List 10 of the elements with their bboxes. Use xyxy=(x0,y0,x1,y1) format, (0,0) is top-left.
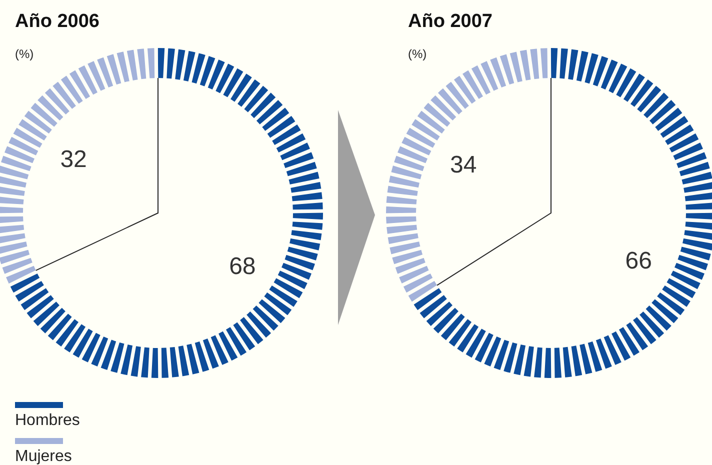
chart-title: Año 2007 xyxy=(408,11,492,32)
chart-title: Año 2006 xyxy=(15,11,100,32)
legend-label: Hombres xyxy=(15,412,80,429)
chart-subtitle: (%) xyxy=(408,47,427,61)
data-label: 66 xyxy=(625,248,652,275)
data-label: 34 xyxy=(450,151,477,178)
chart-subtitle: (%) xyxy=(15,47,34,61)
data-label: 32 xyxy=(60,146,87,173)
data-label: 68 xyxy=(229,253,256,280)
legend-label: Mujeres xyxy=(15,448,72,465)
